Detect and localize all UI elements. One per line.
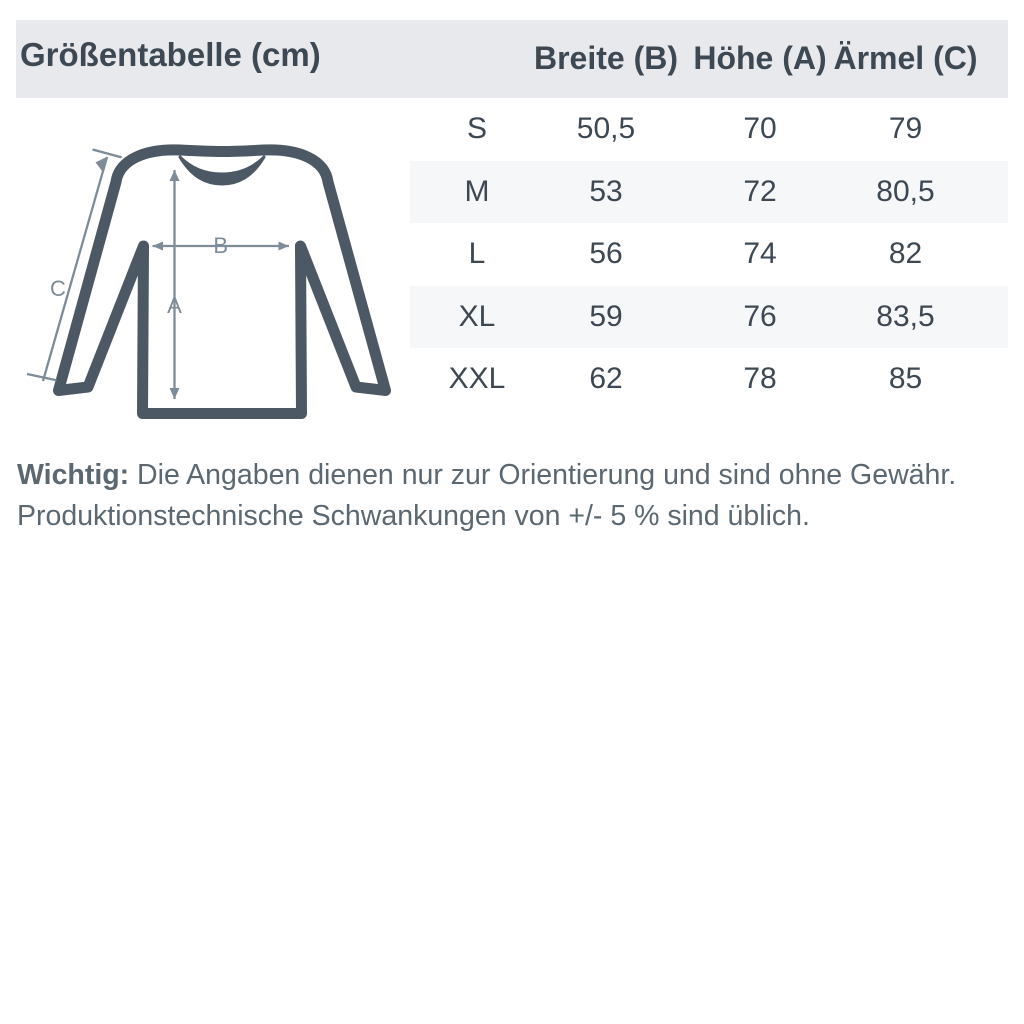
svg-text:A: A [167, 293, 182, 318]
svg-text:C: C [50, 276, 66, 301]
svg-text:B: B [213, 233, 228, 258]
